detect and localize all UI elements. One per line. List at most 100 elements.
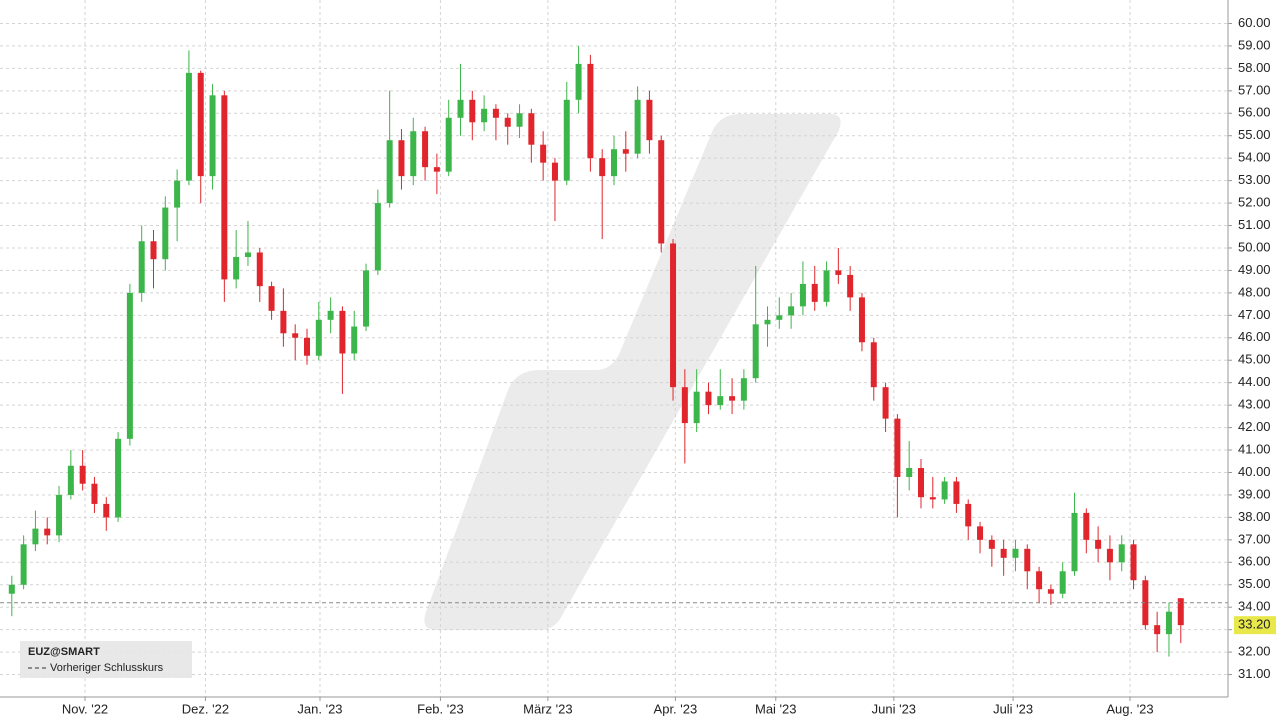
candle-body (705, 391, 712, 406)
candle-body (929, 497, 936, 500)
candle-body (965, 503, 972, 527)
candle-body (670, 243, 677, 388)
candle-body (870, 342, 877, 388)
candle-body (811, 283, 818, 302)
candle-body (256, 252, 263, 287)
candle-body (1154, 625, 1161, 635)
candle-body (433, 167, 440, 172)
candle-body (634, 99, 641, 154)
y-tick-label: 46.00 (1238, 329, 1271, 344)
candle-body (469, 99, 476, 123)
candle-body (599, 158, 606, 177)
y-tick-label: 48.00 (1238, 284, 1271, 299)
candle-body (622, 149, 629, 154)
y-tick-label: 32.00 (1238, 644, 1271, 659)
legend-symbol: EUZ@SMART (28, 646, 100, 658)
candle-body (1000, 548, 1007, 558)
x-tick-label: Juli '23 (993, 701, 1033, 716)
candle-body (799, 283, 806, 307)
candle-body (150, 241, 157, 260)
y-tick-label: 31.00 (1238, 666, 1271, 681)
candle-body (185, 72, 192, 181)
candle-body (351, 326, 358, 354)
candle-body (315, 319, 322, 356)
y-tick-label: 36.00 (1238, 554, 1271, 569)
candle-body (906, 468, 913, 477)
watermark (424, 114, 841, 630)
last-price-badge (1234, 616, 1276, 635)
candle-body (398, 140, 405, 177)
x-tick-label: März '23 (523, 701, 572, 716)
y-tick-label: 47.00 (1238, 307, 1271, 322)
y-tick-label: 44.00 (1238, 374, 1271, 389)
candle-body (481, 108, 488, 123)
candle-body (740, 378, 747, 401)
y-tick-label: 37.00 (1238, 531, 1271, 546)
y-tick-label: 34.00 (1238, 599, 1271, 614)
y-tick-label: 39.00 (1238, 486, 1271, 501)
candle-body (221, 95, 228, 280)
y-tick-label: 56.00 (1238, 105, 1271, 120)
candle-body (823, 270, 830, 302)
candle-body (1012, 548, 1019, 558)
y-tick-label: 49.00 (1238, 262, 1271, 277)
y-tick-label: 35.00 (1238, 576, 1271, 591)
candle-body (847, 274, 854, 298)
candle-body (882, 387, 889, 419)
candle-body (587, 63, 594, 159)
candle-body (611, 149, 617, 177)
x-tick-label: Dez. '22 (182, 701, 229, 716)
y-tick-label: 42.00 (1238, 419, 1271, 434)
candle-body (374, 203, 381, 271)
candle-body (835, 270, 842, 275)
candle-body (292, 333, 299, 338)
candle-body (244, 252, 251, 257)
candle-body (693, 391, 700, 424)
candle-body (1165, 611, 1172, 635)
candle-body (1024, 548, 1031, 572)
y-tick-label: 60.00 (1238, 15, 1271, 30)
candle-body (729, 396, 736, 401)
y-tick-label: 43.00 (1238, 397, 1271, 412)
candle-body (858, 297, 865, 343)
candle-body (280, 310, 287, 334)
candle-body (717, 396, 724, 406)
y-tick-label: 45.00 (1238, 352, 1271, 367)
last-price-label: 33.20 (1238, 617, 1271, 632)
candle-body (563, 99, 570, 181)
candle-body (457, 99, 464, 118)
candle-body (953, 481, 960, 504)
candle-body (304, 337, 310, 356)
y-tick-label: 53.00 (1238, 172, 1271, 187)
candle-body (1036, 571, 1043, 590)
candle-body (386, 140, 393, 204)
candle-body (422, 131, 429, 168)
y-tick-label: 55.00 (1238, 127, 1271, 142)
candle-body (79, 465, 86, 484)
candle-body (658, 140, 665, 244)
x-tick-label: Apr. '23 (654, 701, 698, 716)
x-tick-label: Aug. '23 (1106, 701, 1153, 716)
candle-body (67, 465, 74, 495)
candle-body (233, 256, 240, 280)
candle-body (528, 113, 535, 145)
candle-body (918, 468, 924, 498)
candle-body (646, 99, 653, 141)
candle-body (91, 483, 98, 504)
y-tick-label: 51.00 (1238, 217, 1271, 232)
candle-body (410, 131, 417, 177)
candle-body (162, 207, 169, 260)
candle-body (103, 503, 110, 518)
candle-body (540, 144, 547, 163)
candle-body (788, 306, 795, 316)
candle-body (516, 113, 523, 127)
candle-body (1047, 589, 1054, 594)
candle-body (8, 584, 15, 594)
x-tick-label: Nov. '22 (62, 701, 108, 716)
candle-body (268, 286, 275, 311)
candle-body (363, 270, 370, 327)
candle-body (575, 63, 582, 100)
candle-body (681, 387, 688, 424)
candle-body (339, 310, 346, 354)
